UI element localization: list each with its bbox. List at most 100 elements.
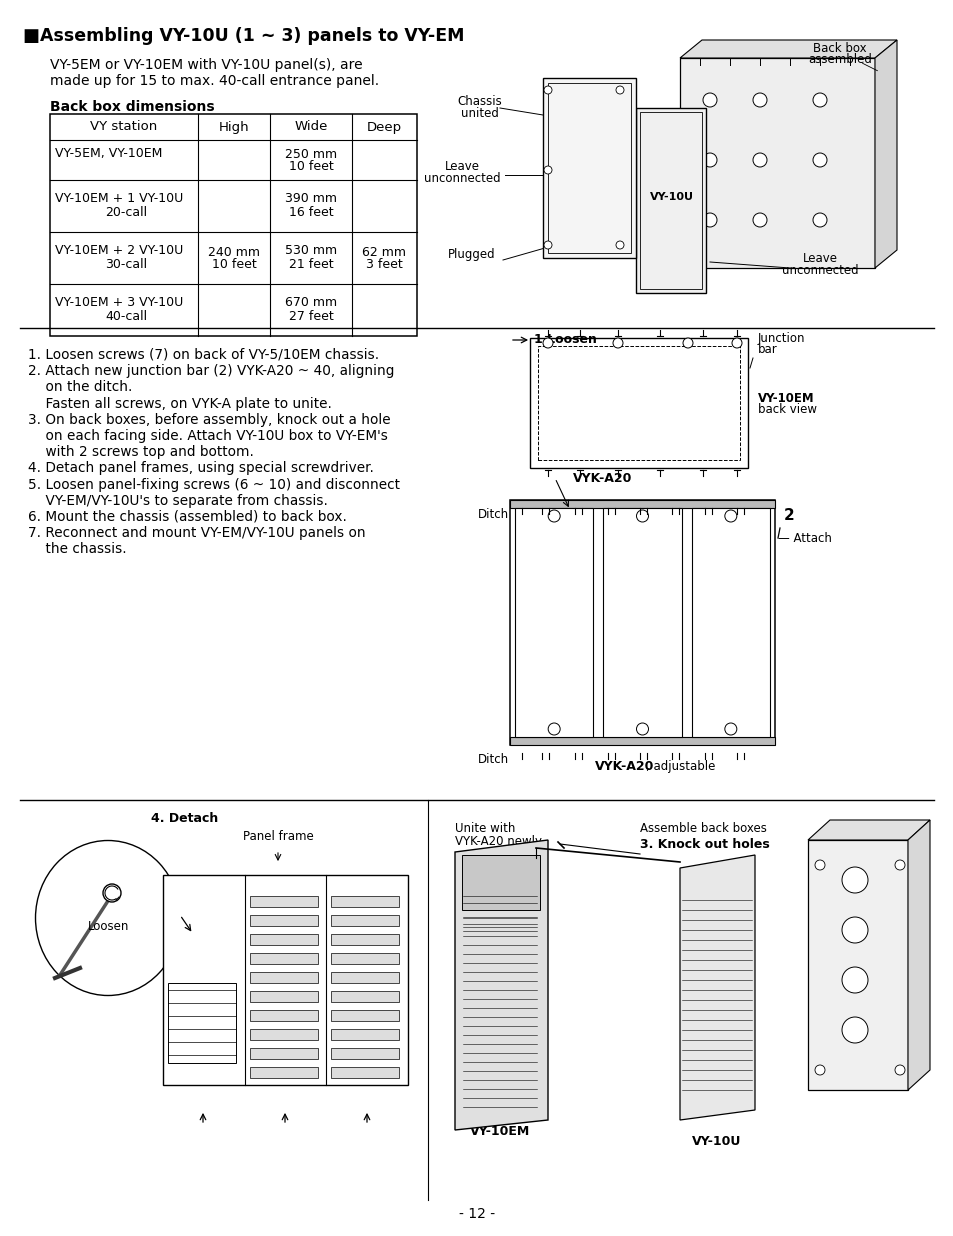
Text: 1. Loosen screws (7) on back of VY-5/10EM chassis.: 1. Loosen screws (7) on back of VY-5/10E… — [28, 349, 378, 362]
Text: 4. Detach: 4. Detach — [152, 812, 218, 824]
Bar — [602, 508, 681, 737]
Bar — [250, 953, 317, 964]
Circle shape — [103, 884, 121, 902]
Circle shape — [636, 510, 648, 522]
Text: Back box: Back box — [812, 42, 866, 54]
Text: Loosen: Loosen — [88, 920, 130, 933]
Circle shape — [814, 860, 824, 870]
Text: 2. Attach new junction bar (2) VYK-A20 ~ 40, aligning: 2. Attach new junction bar (2) VYK-A20 ~… — [28, 365, 394, 378]
Bar — [250, 1030, 317, 1039]
Text: ■: ■ — [22, 27, 39, 44]
Circle shape — [841, 967, 867, 993]
Text: VY-5EM or VY-10EM with VY-10U panel(s), are: VY-5EM or VY-10EM with VY-10U panel(s), … — [50, 58, 362, 72]
Polygon shape — [679, 855, 754, 1120]
Circle shape — [812, 213, 826, 227]
Text: VYK-A20 newly: VYK-A20 newly — [455, 836, 541, 848]
Text: VY-10EM + 1 VY-10U: VY-10EM + 1 VY-10U — [55, 193, 183, 205]
Bar — [168, 983, 235, 1063]
Text: Chassis: Chassis — [457, 95, 502, 108]
Text: 62 mm: 62 mm — [362, 246, 406, 258]
Text: 21 feet: 21 feet — [289, 258, 333, 272]
Bar — [250, 991, 317, 1002]
Circle shape — [814, 1065, 824, 1075]
Circle shape — [752, 93, 766, 108]
Bar — [639, 112, 701, 289]
Text: - 12 -: - 12 - — [458, 1208, 495, 1221]
Text: VY-10EM: VY-10EM — [562, 83, 617, 93]
Text: 390 mm: 390 mm — [285, 193, 336, 205]
Text: on the ditch.: on the ditch. — [28, 381, 132, 394]
Text: the chassis.: the chassis. — [28, 543, 127, 556]
Bar — [542, 78, 636, 258]
Text: Ditch: Ditch — [477, 753, 509, 766]
Circle shape — [616, 241, 623, 248]
Text: 1 Loosen: 1 Loosen — [534, 332, 597, 346]
Bar — [250, 934, 317, 946]
Text: Leave: Leave — [801, 252, 837, 265]
Bar — [331, 896, 398, 907]
Circle shape — [841, 1017, 867, 1043]
Bar — [50, 114, 416, 336]
Bar — [331, 953, 398, 964]
Text: 670 mm: 670 mm — [285, 297, 336, 309]
Text: 2: 2 — [783, 508, 794, 523]
Text: bar: bar — [758, 344, 777, 356]
Bar — [510, 501, 774, 745]
Text: Deep: Deep — [367, 120, 401, 133]
Circle shape — [724, 723, 736, 735]
Text: 16 feet: 16 feet — [289, 206, 333, 220]
Bar — [250, 1010, 317, 1021]
Circle shape — [543, 241, 552, 248]
Text: Assemble back boxes: Assemble back boxes — [639, 822, 766, 836]
Circle shape — [812, 153, 826, 167]
Circle shape — [548, 510, 559, 522]
Text: Junction: Junction — [758, 332, 804, 345]
Bar — [250, 915, 317, 926]
Bar — [250, 896, 317, 907]
Text: 20-call: 20-call — [105, 206, 147, 220]
Text: VY-10EM: VY-10EM — [758, 392, 814, 405]
Text: Ditch: Ditch — [477, 508, 509, 522]
Circle shape — [548, 723, 559, 735]
Text: VY-10EM + 2 VY-10U: VY-10EM + 2 VY-10U — [55, 245, 183, 257]
Bar — [331, 1010, 398, 1021]
Text: VY-10U: VY-10U — [649, 192, 693, 201]
Text: Assembling VY-10U (1 ~ 3) panels to VY-EM: Assembling VY-10U (1 ~ 3) panels to VY-E… — [40, 27, 464, 44]
Circle shape — [682, 337, 692, 349]
Bar — [331, 915, 398, 926]
Bar — [510, 501, 774, 508]
Bar — [461, 855, 539, 910]
Bar — [331, 971, 398, 983]
Text: back view: back view — [758, 403, 816, 417]
Circle shape — [752, 153, 766, 167]
Text: 3 feet: 3 feet — [366, 257, 402, 271]
Bar — [679, 58, 874, 268]
Circle shape — [841, 866, 867, 892]
Text: VY-10EM + 3 VY-10U: VY-10EM + 3 VY-10U — [55, 297, 183, 309]
Bar — [250, 1067, 317, 1078]
Text: 250 mm: 250 mm — [285, 147, 336, 161]
Bar — [636, 108, 705, 293]
Text: VY-10U: VY-10U — [692, 1135, 740, 1148]
Text: 27 feet: 27 feet — [289, 310, 333, 324]
Text: VY-5EM, VY-10EM: VY-5EM, VY-10EM — [55, 147, 162, 161]
Text: , adjustable: , adjustable — [645, 760, 715, 772]
Text: 10 feet: 10 feet — [212, 257, 256, 271]
Text: unconnected: unconnected — [423, 172, 499, 185]
Text: Fasten all screws, on VYK-A plate to unite.: Fasten all screws, on VYK-A plate to uni… — [28, 397, 332, 410]
Bar — [331, 1030, 398, 1039]
Circle shape — [616, 87, 623, 94]
Text: 530 mm: 530 mm — [285, 245, 336, 257]
Circle shape — [543, 166, 552, 174]
Circle shape — [894, 860, 904, 870]
Text: VY-10EM: VY-10EM — [470, 1125, 530, 1138]
Polygon shape — [907, 819, 929, 1090]
Bar — [807, 840, 907, 1090]
Text: Wide: Wide — [294, 120, 327, 133]
Text: on each facing side. Attach VY-10U box to VY-EM's: on each facing side. Attach VY-10U box t… — [28, 429, 388, 442]
Text: VY station: VY station — [91, 120, 157, 133]
Text: Plugged: Plugged — [448, 248, 496, 261]
Text: High: High — [218, 120, 249, 133]
Text: 7. Reconnect and mount VY-EM/VY-10U panels on: 7. Reconnect and mount VY-EM/VY-10U pane… — [28, 527, 365, 540]
Bar — [331, 991, 398, 1002]
